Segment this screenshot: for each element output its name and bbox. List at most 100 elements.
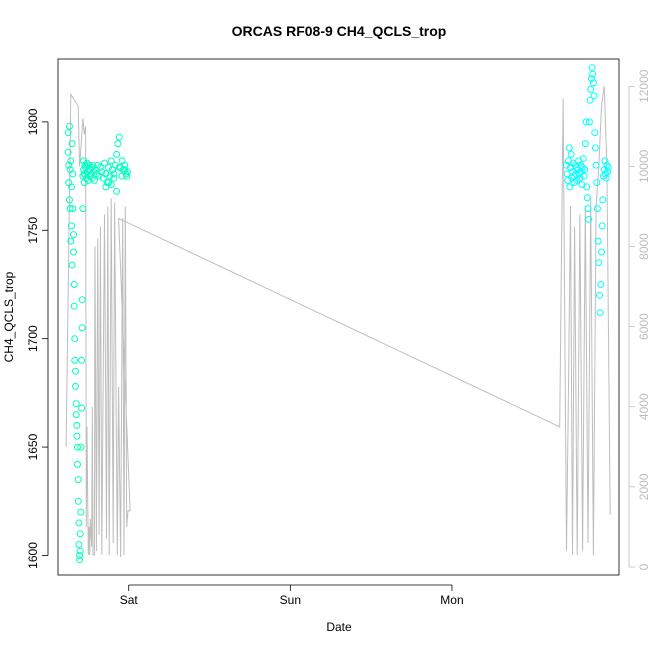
data-point [563,161,570,169]
y-tick-label: 1650 [26,433,40,460]
data-point [68,140,76,148]
data-point [602,174,610,182]
data-point [73,432,81,440]
data-point [77,443,85,451]
data-point [585,215,593,223]
y2-tick-label: 6000 [637,313,650,340]
data-point [115,133,123,141]
data-point [593,205,601,213]
data-point [604,168,612,176]
data-point [589,79,597,87]
data-point [582,118,590,126]
data-point [90,176,98,184]
data-point [114,140,122,148]
data-point [105,163,112,171]
data-point [584,205,592,213]
data-point [107,181,115,189]
data-point [75,541,83,549]
data-point [69,205,77,213]
data-point [598,248,605,256]
data-point [123,172,131,180]
y2-tick-label: 2000 [637,473,650,500]
data-point [113,187,121,195]
x-tick-label: Sun [280,593,301,607]
data-point [591,129,599,137]
data-point [592,161,600,169]
x-tick-label: Sat [120,593,139,607]
plot-frame [57,58,620,576]
data-point [76,556,84,564]
data-point [64,129,72,137]
data-point [102,170,110,178]
ch4-points [64,64,612,564]
altitude-trace [65,86,611,558]
y2-tick-label: 10000 [637,149,650,183]
data-point [88,174,96,182]
data-point [118,157,126,165]
data-point [591,144,599,152]
y2-tick-label: 12000 [637,69,650,103]
data-point [598,222,606,230]
y-tick-label: 1700 [26,325,40,352]
data-point [72,367,79,375]
data-point [70,302,78,310]
data-point [76,547,84,555]
data-point [72,411,80,419]
x-tick-label: Mon [440,593,463,607]
data-point [587,75,595,82]
data-point [580,172,588,180]
data-point [68,261,76,269]
data-point [583,183,591,191]
data-point [69,170,77,178]
data-point [587,85,595,93]
data-point [593,179,601,187]
data-point [74,443,81,451]
data-point [599,196,607,204]
data-point [113,150,121,158]
y2-tick-label: 8000 [637,233,650,260]
data-point [89,161,97,169]
y-tick-label: 1750 [26,217,40,244]
data-point [118,172,126,180]
data-point [70,231,77,239]
data-point [566,183,574,191]
data-point [75,519,83,527]
data-point [590,92,598,100]
data-point [67,237,75,245]
data-point [67,157,75,165]
data-point [71,356,79,364]
axes: 1600 1650 1700 1750 1800 Sat Sun Mon 0 2000 4000 60… [26,69,650,607]
data-point [588,64,596,72]
x-axis-label: Date [326,620,352,634]
data-point [586,96,594,104]
data-point [579,163,587,171]
data-point [76,530,84,538]
data-point [596,309,604,317]
data-point [601,157,609,165]
data-point [72,400,80,408]
data-point [80,166,88,174]
data-point [78,296,86,304]
data-point [106,172,114,180]
data-point [74,476,82,484]
data-point [597,281,605,288]
data-point [65,161,73,169]
data-point [589,70,597,78]
data-point [65,122,73,130]
data-point [121,166,129,174]
data-point [576,174,584,182]
data-point [577,161,585,169]
data-point [579,155,587,163]
data-point [64,148,72,156]
data-point [110,170,118,178]
data-point [65,196,73,204]
data-point [583,194,591,202]
data-point [581,140,589,148]
chart-title: ORCAS RF08-9 CH4_QCLS_trop [232,23,447,39]
data-point [107,157,115,165]
data-point [83,159,91,167]
data-point [596,291,603,299]
data-point [602,170,609,178]
data-point [80,179,88,187]
data-point [70,281,78,288]
